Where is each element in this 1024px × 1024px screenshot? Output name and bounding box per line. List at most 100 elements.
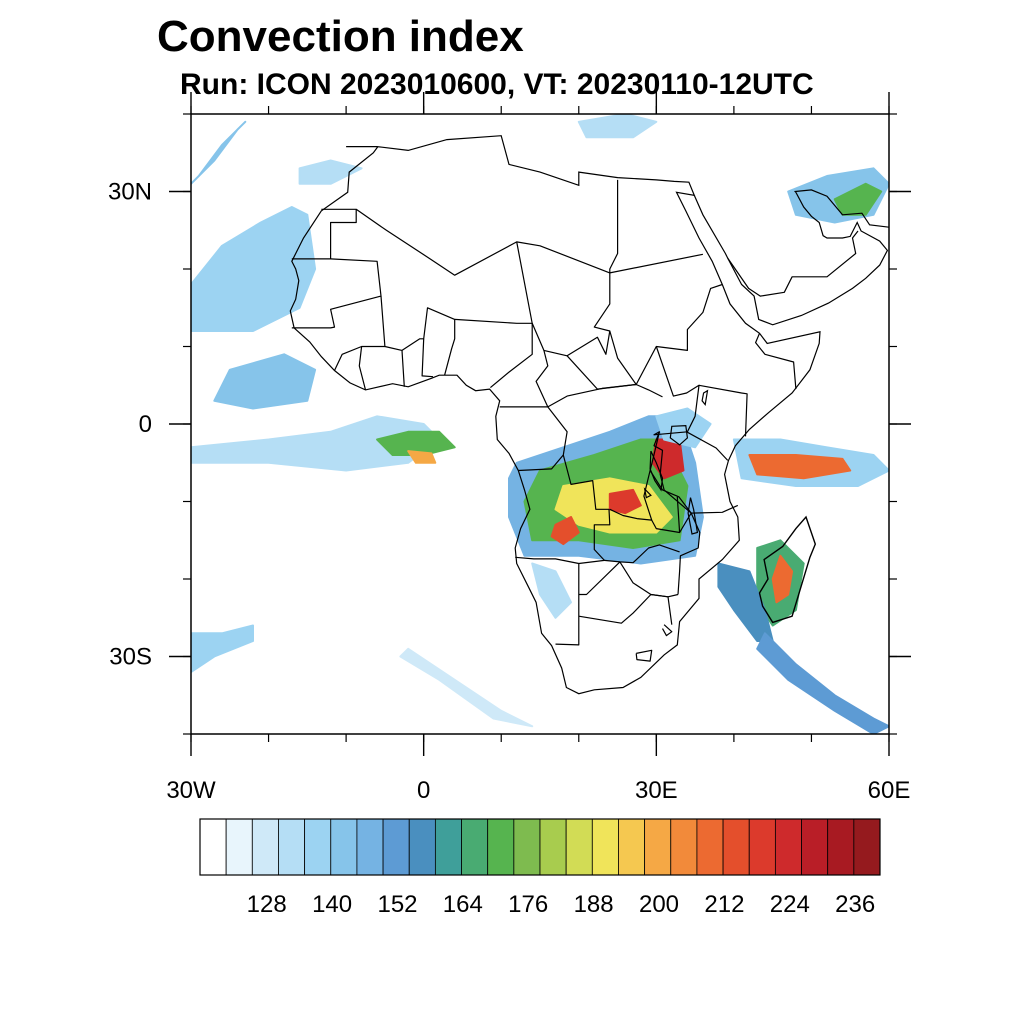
colorbar-label: 140 (312, 891, 352, 918)
country-border (727, 230, 859, 297)
colorbar-label: 164 (443, 891, 483, 918)
country-border (355, 179, 619, 276)
map-frame (190, 113, 890, 735)
colorbar-box (434, 818, 462, 876)
y-tick-label: 30N (108, 179, 152, 206)
country-border (291, 208, 357, 260)
colorbar-box (278, 818, 306, 876)
country-borders (291, 179, 859, 662)
colorbar: 128 140 152 164 176 188 200 212 224 236 (199, 818, 881, 918)
colorbar-box (382, 818, 410, 876)
x-tick-label: 30E (635, 777, 678, 804)
country-border (653, 431, 739, 514)
convection-area-sahel-west-atlantic (191, 206, 317, 332)
colorbar-box (748, 818, 776, 876)
colorbar-label: 236 (835, 891, 875, 918)
convection-area-nw-atlantic-streak (191, 120, 247, 185)
colorbar-box (251, 818, 279, 876)
colorbar-box (670, 818, 698, 876)
colorbar-box (696, 818, 724, 876)
convection-area-namibia-streak (531, 562, 572, 619)
colorbar-box (408, 818, 436, 876)
country-border (566, 283, 723, 390)
x-tick-label: 30W (166, 777, 216, 804)
y-tick-label: 0 (139, 411, 152, 438)
convection-area-congo-red-center (608, 488, 642, 515)
colorbar-box (330, 818, 358, 876)
colorbar-label: 128 (247, 891, 287, 918)
country-border (358, 345, 385, 391)
colorbar-box (853, 818, 881, 876)
country-border (578, 561, 679, 598)
colorbar-box (722, 818, 750, 876)
colorbar-box (513, 818, 541, 876)
convection-area-south-indian-streak (756, 632, 889, 734)
country-border (609, 470, 653, 521)
arabia-coastline (693, 189, 889, 326)
convection-area-mediterranean (577, 114, 658, 139)
country-border (454, 318, 533, 389)
colorbar-box (304, 818, 332, 876)
country-border (609, 330, 637, 385)
country-border (516, 241, 611, 357)
colorbar-box (801, 818, 829, 876)
axis-ticks: 30W 0 30E 60E 30N 0 30S (108, 92, 911, 804)
country-border (380, 296, 405, 387)
convection-area-libya-coast (298, 159, 363, 185)
colorbar-box (565, 818, 593, 876)
coastlines (289, 135, 889, 695)
convection-area-congo-red-west (550, 516, 580, 546)
colorbar-label: 212 (704, 891, 744, 918)
convection-area-madagascar-red (771, 554, 794, 604)
colorbar-box (356, 818, 384, 876)
country-border (635, 649, 653, 662)
y-tick-label: 30S (109, 644, 152, 671)
colorbar-label: 200 (639, 891, 679, 918)
country-border (754, 333, 797, 390)
x-tick-label: 60E (868, 777, 911, 804)
convection-area-sw-atlantic-streak (399, 647, 534, 728)
country-border (291, 258, 382, 329)
country-border (686, 431, 729, 461)
country-border (499, 350, 549, 408)
country-border (401, 307, 456, 376)
colorbar-label: 188 (574, 891, 614, 918)
country-border (649, 346, 700, 514)
chart-title: Convection index (157, 12, 524, 61)
convection-area-east-africa-orange (748, 454, 852, 480)
colorbar-label: 176 (508, 891, 548, 918)
colorbar-box (539, 818, 567, 876)
lake-outline (669, 424, 689, 446)
colorbar-box (461, 818, 489, 876)
convection-field (191, 114, 889, 734)
country-border (661, 624, 673, 637)
x-tick-label: 0 (417, 777, 430, 804)
colorbar-box (618, 818, 646, 876)
colorbar-box (774, 818, 802, 876)
convection-area-gulf-guinea-center (407, 450, 437, 464)
lake-outline (643, 487, 652, 499)
lake-outline (701, 389, 709, 407)
colorbar-label: 152 (377, 891, 417, 918)
colorbar-box (591, 818, 619, 876)
country-border (515, 454, 611, 565)
colorbar-box (827, 818, 855, 876)
chart-subtitle: Run: ICON 2023010600, VT: 20230110-12UTC (180, 68, 814, 101)
country-border (333, 345, 362, 371)
country-border (578, 593, 673, 625)
convection-area-south-atlantic-west (191, 624, 254, 673)
colorbar-box (487, 818, 515, 876)
convection-area-arabian-gulf-green (833, 182, 883, 216)
country-border (651, 496, 681, 534)
country-border (421, 338, 434, 378)
convection-area-atlantic-tropical (213, 353, 317, 410)
country-border (677, 512, 701, 595)
country-border (609, 253, 704, 274)
colorbar-frame (199, 818, 881, 876)
colorbar-box (644, 818, 672, 876)
colorbar-box (225, 818, 253, 876)
country-border (698, 384, 748, 437)
colorbar-label: 224 (770, 891, 810, 918)
